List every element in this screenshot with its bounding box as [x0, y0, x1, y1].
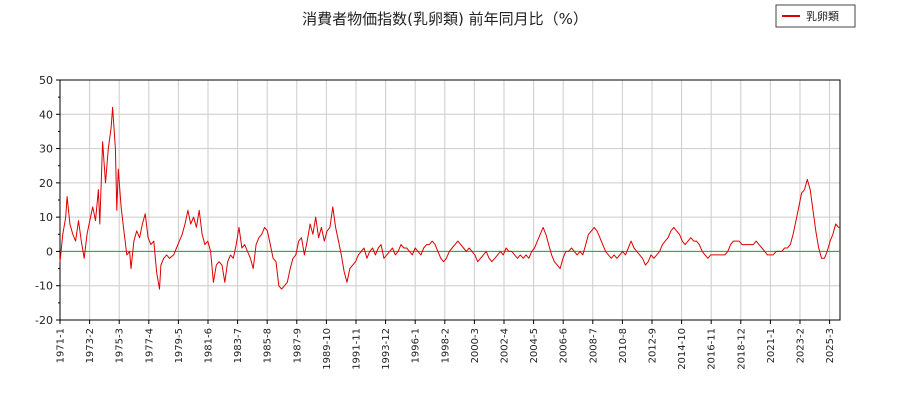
- x-tick-label: 2014-10: [677, 328, 688, 370]
- y-tick-label: 20: [39, 177, 53, 190]
- series-layer: [59, 106, 840, 290]
- x-tick-label: 2018-12: [736, 328, 747, 370]
- x-tick-label: 1989-10: [322, 328, 333, 370]
- chart-title: 消費者物価指数(乳卵類) 前年同月比（%）: [302, 10, 588, 28]
- x-tick-label: 1981-6: [203, 328, 214, 363]
- series-line: [59, 106, 840, 290]
- y-tick-label: 10: [39, 211, 53, 224]
- x-tick-label: 2012-9: [647, 328, 658, 363]
- x-tick-label: 2006-6: [559, 328, 570, 363]
- x-tick-label: 2010-8: [618, 328, 629, 363]
- x-tick-label: 1996-1: [411, 328, 422, 363]
- x-tick-label: 1985-8: [263, 328, 274, 363]
- x-tick-label: 2004-5: [529, 328, 540, 363]
- x-tick-label: 2025-3: [825, 328, 836, 363]
- x-tick-label: 1971-1: [56, 328, 67, 363]
- x-tick-label: 1973-2: [85, 328, 96, 363]
- y-tick-label: -10: [35, 280, 53, 293]
- legend-box: [775, 4, 856, 28]
- x-tick-label: 1987-9: [292, 328, 303, 363]
- x-tick-label: 1979-5: [174, 328, 185, 363]
- plot-frame: [59, 79, 841, 321]
- x-tick-label: 1977-4: [144, 328, 155, 363]
- y-axis: -20 -10 0 10 20 30 40 50: [35, 74, 60, 327]
- x-tick-label: 1993-12: [381, 328, 392, 370]
- legend: 乳卵類: [775, 4, 856, 28]
- legend-label: 乳卵類: [806, 10, 839, 23]
- x-tick-label: 1998-2: [440, 328, 451, 363]
- y-tick-label: 0: [46, 245, 53, 258]
- x-tick-label: 2023-2: [795, 328, 806, 363]
- y-tick-label: 30: [39, 143, 53, 156]
- grid-lines: [59, 79, 840, 321]
- x-tick-label: 2002-4: [499, 328, 510, 363]
- y-tick-label: -20: [35, 314, 53, 327]
- x-tick-label: 1975-3: [115, 328, 126, 363]
- x-tick-label: 1991-11: [351, 328, 362, 370]
- y-tick-label: 50: [39, 74, 53, 87]
- x-tick-label: 2008-7: [588, 328, 599, 363]
- x-tick-label: 1983-7: [233, 328, 244, 363]
- x-axis: 1971-1 1973-2 1975-3 1977-4 1979-5 1981-6 1983…: [56, 320, 836, 370]
- x-tick-label: 2021-1: [766, 328, 777, 363]
- x-tick-label: 2000-3: [470, 328, 481, 363]
- y-tick-label: 40: [39, 108, 53, 121]
- x-tick-label: 2016-11: [707, 328, 718, 370]
